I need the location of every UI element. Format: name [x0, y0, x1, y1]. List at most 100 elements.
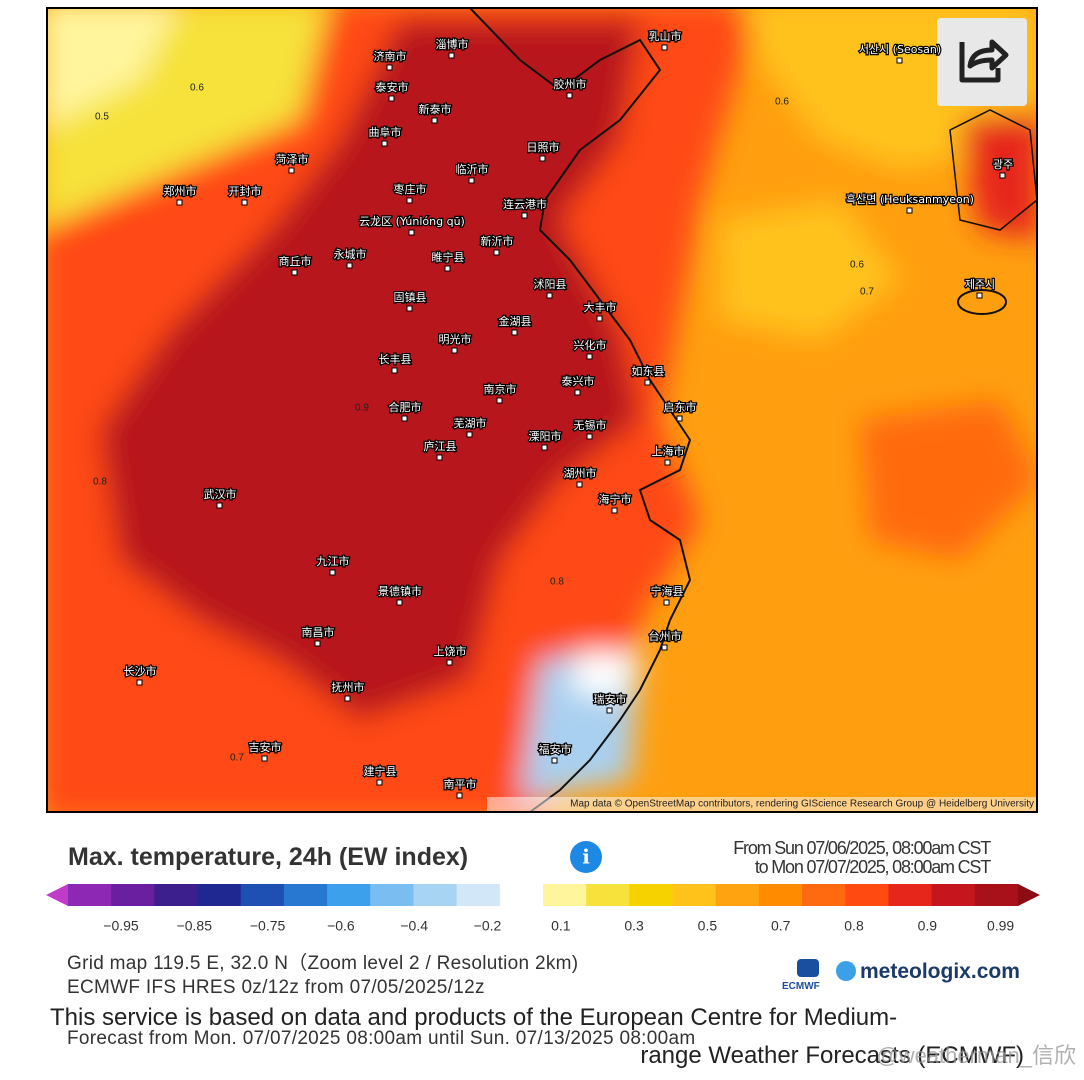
- city-dot: [314, 640, 321, 647]
- meteologix-icon: [836, 961, 856, 981]
- city-label: 武汉市: [204, 487, 237, 501]
- city-label: 启东市: [664, 400, 697, 414]
- legend-swatch: [499, 884, 544, 906]
- city-dot: [496, 397, 503, 404]
- city-dot: [216, 502, 223, 509]
- city-label: 泰兴市: [562, 374, 595, 388]
- legend-swatch: [845, 884, 889, 906]
- city-dot: [436, 454, 443, 461]
- city-label: 서산시 (Seosan): [859, 43, 941, 56]
- city-label: 淄博市: [436, 37, 469, 51]
- city-label: 开封市: [229, 184, 262, 198]
- grid-info: Grid map 119.5 E, 32.0 N（Zoom level 2 / …: [67, 953, 579, 974]
- legend-swatch: [283, 884, 328, 906]
- city-label: 瑞安市: [594, 692, 627, 706]
- legend-label: −0.4: [400, 918, 428, 934]
- city-label: 南昌市: [302, 625, 335, 639]
- map-field: [47, 8, 1037, 812]
- legend-label: 0.3: [624, 918, 644, 934]
- city-dot: [541, 444, 548, 451]
- legend-label: 0.7: [771, 918, 791, 934]
- city-label: 新泰市: [419, 102, 452, 116]
- city-label: 上饶市: [434, 644, 467, 658]
- forecast-info: Forecast from Mon. 07/07/2025 08:00am un…: [67, 1028, 696, 1049]
- city-dot: [661, 644, 668, 651]
- city-dot: [386, 64, 393, 71]
- city-dot: [676, 415, 683, 422]
- city-dot: [176, 199, 183, 206]
- legend-swatch: [370, 884, 414, 906]
- legend-swatch: [715, 884, 760, 906]
- svg-text:i: i: [582, 845, 590, 869]
- city-label: 如东县: [632, 364, 665, 378]
- city-label: 长丰县: [379, 353, 412, 366]
- city-dot: [456, 792, 463, 799]
- share-button[interactable]: [937, 18, 1027, 106]
- legend-swatch: [629, 884, 674, 906]
- legend-label: 0.9: [918, 918, 938, 934]
- legend-swatch: [931, 884, 976, 906]
- city-label: 吉安市: [249, 740, 282, 754]
- legend-swatch: [543, 884, 587, 906]
- city-dot: [261, 755, 268, 762]
- city-label: 胶州市: [554, 77, 587, 91]
- city-dot: [346, 262, 353, 269]
- legend-swatch: [802, 884, 846, 906]
- city-label: 永城市: [334, 247, 367, 261]
- city-dot: [906, 207, 913, 214]
- city-label: 台州市: [649, 629, 682, 643]
- city-dot: [291, 269, 298, 276]
- city-dot: [521, 212, 528, 219]
- city-dot: [376, 779, 383, 786]
- city-label: 上海市: [652, 444, 685, 458]
- legend-label: 0.99: [987, 918, 1014, 934]
- city-dot: [551, 757, 558, 764]
- city-dot: [408, 229, 415, 236]
- contour-label: 0.8: [93, 477, 107, 488]
- city-dot: [664, 459, 671, 466]
- city-label: 新沂市: [481, 234, 514, 248]
- city-label: 景德镇市: [378, 584, 422, 598]
- legend-label: −0.75: [250, 918, 286, 934]
- city-label: 兴化市: [574, 338, 607, 352]
- legend-swatch: [327, 884, 371, 906]
- contour-label: 0.7: [230, 753, 244, 764]
- city-label: 固镇县: [394, 290, 427, 304]
- city-label: 曲阜市: [369, 125, 402, 139]
- legend-swatch: [586, 884, 630, 906]
- city-label: 明光市: [439, 332, 472, 346]
- city-label: 连云港市: [503, 197, 547, 211]
- city-label: 광주: [993, 158, 1013, 171]
- share-icon[interactable]: [959, 39, 1009, 83]
- city-dot: [606, 707, 613, 714]
- city-dot: [444, 265, 451, 272]
- contour-label: 0.6: [775, 97, 789, 108]
- city-label: 菏泽市: [276, 152, 309, 166]
- city-dot: [493, 249, 500, 256]
- contour-label: 0.6: [850, 260, 864, 271]
- legend-swatch: [413, 884, 458, 906]
- legend-label: −0.95: [103, 918, 139, 934]
- city-dot: [576, 481, 583, 488]
- city-label: 临沂市: [456, 162, 489, 176]
- city-label: 福安市: [539, 742, 572, 756]
- city-dot: [511, 329, 518, 336]
- city-dot: [391, 367, 398, 374]
- map: Map data © OpenStreetMap contributors, r…: [46, 7, 1038, 813]
- city-dot: [446, 659, 453, 666]
- contour-label: 0.9: [355, 403, 369, 414]
- city-dot: [611, 507, 618, 514]
- city-dot: [381, 140, 388, 147]
- ecmwf-icon: [797, 959, 819, 977]
- legend-swatch: [68, 884, 112, 906]
- city-label: 济南市: [374, 49, 407, 63]
- city-dot: [546, 292, 553, 299]
- info-button[interactable]: i: [569, 840, 603, 874]
- city-label: 合肥市: [389, 400, 422, 414]
- city-dot: [663, 599, 670, 606]
- legend-swatch: [240, 884, 285, 906]
- city-dot: [586, 353, 593, 360]
- city-label: 大丰市: [584, 300, 617, 314]
- city-dot: [539, 155, 546, 162]
- period-to: to Mon 07/07/2025, 08:00am CST: [754, 857, 991, 877]
